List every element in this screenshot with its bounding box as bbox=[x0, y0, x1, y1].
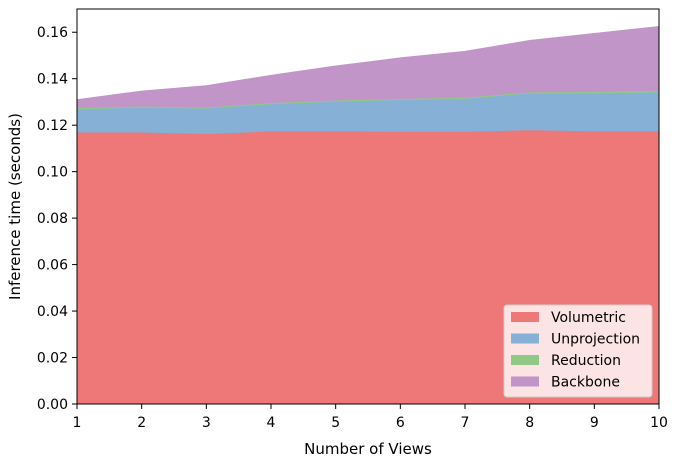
x-tick-label: 9 bbox=[590, 415, 599, 431]
y-axis: 0.00 0.02 0.04 0.06 0.08 0.10 0.12 0.14 0.16 bbox=[37, 25, 77, 413]
x-tick-label: 7 bbox=[461, 415, 470, 431]
legend-swatch-volumetric bbox=[511, 312, 539, 322]
x-tick-label: 5 bbox=[331, 415, 340, 431]
y-tick-label: 0.10 bbox=[37, 165, 68, 181]
x-axis: 1 2 3 4 5 6 7 8 9 10 bbox=[73, 404, 668, 431]
legend-swatch-unprojection bbox=[511, 333, 539, 344]
legend-swatch-reduction bbox=[511, 355, 539, 365]
x-tick-label: 3 bbox=[202, 415, 211, 431]
y-tick-label: 0.00 bbox=[37, 397, 68, 413]
x-tick-label: 8 bbox=[525, 415, 534, 431]
x-axis-label: Number of Views bbox=[304, 440, 432, 458]
y-tick-label: 0.16 bbox=[37, 25, 68, 41]
legend-label-volumetric: Volumetric bbox=[551, 310, 626, 326]
y-tick-label: 0.06 bbox=[37, 258, 68, 274]
x-tick-label: 1 bbox=[73, 415, 82, 431]
legend-box bbox=[503, 304, 653, 398]
y-tick-label: 0.02 bbox=[37, 351, 68, 367]
y-tick-label: 0.14 bbox=[37, 72, 68, 88]
legend-label-unprojection: Unprojection bbox=[551, 332, 640, 348]
y-axis-label: Inference time (seconds) bbox=[6, 113, 24, 300]
legend-label-backbone: Backbone bbox=[551, 375, 620, 391]
plot-frame bbox=[76, 8, 660, 405]
x-tick-label: 4 bbox=[267, 415, 276, 431]
legend: Volumetric Unprojection Reduction Backbone bbox=[503, 304, 653, 398]
x-tick-label: 2 bbox=[137, 415, 146, 431]
legend-label-reduction: Reduction bbox=[551, 353, 621, 369]
y-tick-label: 0.08 bbox=[37, 211, 68, 227]
legend-swatch-backbone bbox=[511, 376, 539, 387]
y-tick-label: 0.12 bbox=[37, 118, 68, 134]
y-tick-label: 0.04 bbox=[37, 304, 68, 320]
x-tick-label: 6 bbox=[396, 415, 405, 431]
x-tick-label: 10 bbox=[650, 415, 668, 431]
